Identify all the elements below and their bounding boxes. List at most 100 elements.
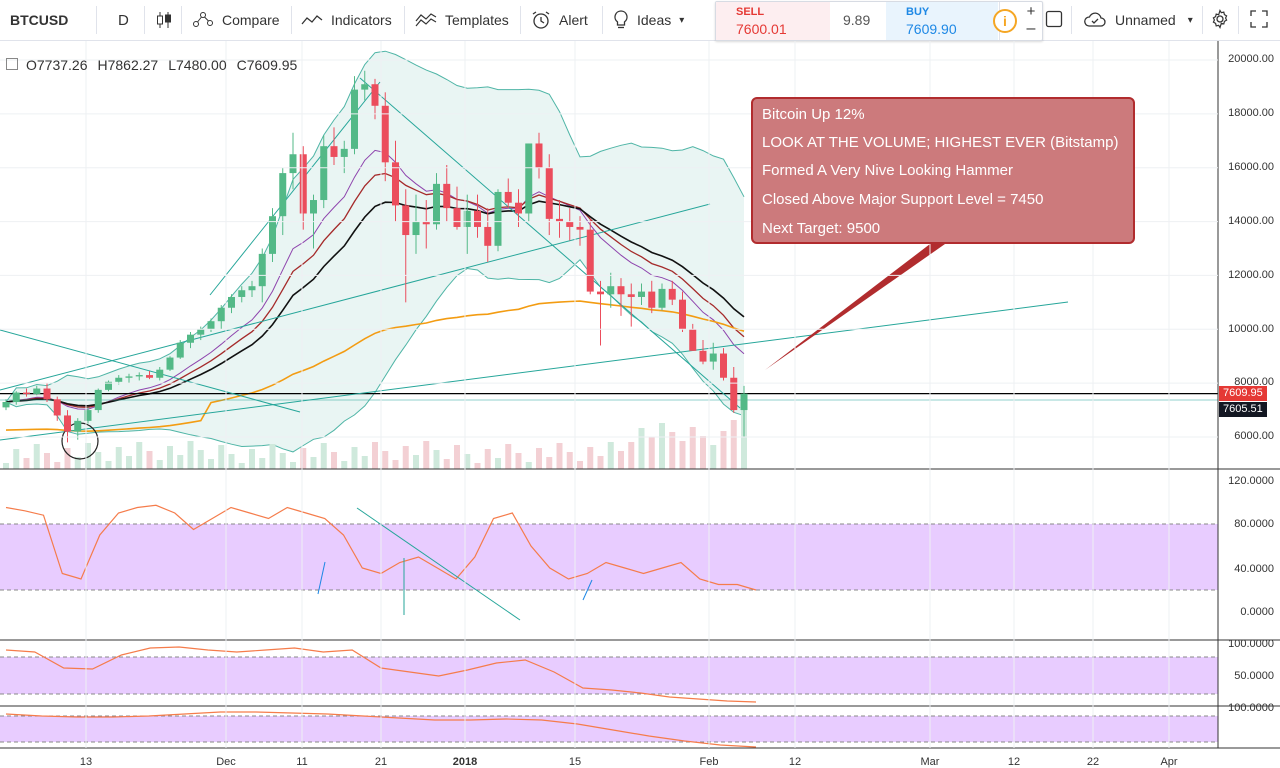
annotation-line: Bitcoin Up 12% <box>762 106 865 123</box>
volume-bar <box>290 462 296 469</box>
volume-bar <box>177 455 184 469</box>
volume-bar <box>505 444 512 469</box>
sell-button[interactable]: SELL 7600.01 <box>716 2 830 40</box>
volume-bar <box>710 445 717 469</box>
symbol-search[interactable]: BTCUSD <box>10 0 68 40</box>
volume-bar <box>689 427 696 469</box>
divider <box>1071 6 1072 34</box>
interval-button[interactable]: D <box>118 0 129 40</box>
ohlc-legend: O7737.26 H7862.27 L7480.00 C7609.95 <box>26 57 297 73</box>
indicators-button[interactable]: Indicators <box>301 0 392 40</box>
candle-body <box>361 84 369 90</box>
volume-bar <box>187 441 194 469</box>
time-tick: Apr <box>1160 756 1178 768</box>
alert-label: Alert <box>559 12 588 28</box>
candle-body <box>94 389 102 411</box>
candle-body <box>228 296 235 308</box>
candle-body <box>299 154 307 214</box>
save-layout-button[interactable]: Unnamed ▾ <box>1083 0 1193 40</box>
time-tick: 13 <box>79 756 93 768</box>
callout-pointer <box>765 244 945 370</box>
candle-body <box>422 221 430 225</box>
volume-bar <box>156 460 163 469</box>
volume-bar <box>536 448 542 469</box>
templates-label: Templates <box>445 12 509 28</box>
candle-body <box>699 350 707 362</box>
ema-mid-line <box>5 172 745 409</box>
candle-body <box>84 410 92 421</box>
bollinger-fill <box>6 51 744 452</box>
volume-bar <box>115 447 122 469</box>
volume-bar <box>146 451 153 469</box>
candle-body <box>279 173 287 217</box>
candle-body <box>515 202 522 214</box>
volume-bar <box>515 453 522 469</box>
rsi-band <box>0 524 1218 590</box>
volume-bar <box>720 431 727 469</box>
time-tick: Mar <box>920 756 940 768</box>
candle-body <box>115 377 123 382</box>
settings-button[interactable] <box>1210 0 1230 40</box>
fullscreen-toggle-button[interactable] <box>1250 0 1268 40</box>
volume-bar <box>474 463 481 469</box>
ohlc-open: O7737.26 <box>26 57 88 73</box>
candle-body <box>484 226 492 246</box>
candle-body <box>12 392 20 402</box>
axes <box>0 41 1280 749</box>
ideas-button[interactable]: Ideas ▾ <box>613 0 684 40</box>
volume-bar <box>228 454 235 469</box>
volume-bar <box>54 462 61 469</box>
volume-bar <box>249 449 255 469</box>
ideas-label: Ideas <box>637 12 672 28</box>
plus-icon[interactable]: + <box>1026 3 1036 20</box>
time-tick: Dec <box>216 756 236 768</box>
time-tick: 12 <box>1007 756 1021 768</box>
compare-button[interactable]: Compare <box>192 0 280 40</box>
minus-icon[interactable]: – <box>1026 20 1036 37</box>
rsi-tick: 80.0000 <box>1234 518 1274 530</box>
spread-value: 9.89 <box>843 12 871 28</box>
divider <box>1238 6 1239 34</box>
divider <box>96 6 97 34</box>
volume-bar <box>64 448 71 469</box>
price-tick: 8000.00 <box>1234 376 1274 388</box>
volume-bar <box>372 442 378 469</box>
volume-bar <box>238 463 245 469</box>
lightbulb-icon <box>613 10 629 30</box>
candle-body <box>248 286 256 291</box>
volume-bar <box>607 442 614 469</box>
candle-body <box>504 191 512 203</box>
candlestick-series <box>2 70 748 443</box>
volume-bar <box>33 444 40 469</box>
time-tick: 2018 <box>452 756 478 768</box>
chart-canvas[interactable] <box>0 40 1280 766</box>
candle-body <box>392 162 399 206</box>
volume-bar <box>648 437 655 469</box>
volume-bar <box>105 461 112 469</box>
chart-type-button[interactable] <box>156 0 180 40</box>
legend-toggle-icon[interactable] <box>6 58 18 70</box>
candle-body <box>135 375 143 377</box>
volume-bar <box>218 445 225 469</box>
gear-icon <box>1210 8 1230 32</box>
candle-body <box>43 388 51 400</box>
candle-body <box>156 369 164 378</box>
volume-bar <box>546 457 553 469</box>
annotation-callout[interactable]: Bitcoin Up 12% LOOK AT THE VOLUME; HIGHE… <box>751 97 1135 244</box>
buy-button[interactable]: BUY 7609.90 <box>886 2 998 40</box>
rsi-tick: 0.0000 <box>1240 606 1274 618</box>
trendline <box>317 561 326 595</box>
templates-button[interactable]: Templates <box>415 0 509 40</box>
cloud-icon <box>1083 12 1107 28</box>
volume-bar <box>269 444 276 469</box>
pane3-tick: 100.0000 <box>1228 638 1274 650</box>
candle-body <box>105 381 112 390</box>
candle-body <box>566 221 574 227</box>
candle-body <box>2 401 10 408</box>
info-icon[interactable]: i <box>993 9 1017 33</box>
candle-body <box>545 167 553 219</box>
alert-button[interactable]: Alert <box>531 0 588 40</box>
candle-body <box>556 218 563 222</box>
expand-icon <box>1250 9 1268 31</box>
fullscreen-button[interactable] <box>1045 0 1063 40</box>
